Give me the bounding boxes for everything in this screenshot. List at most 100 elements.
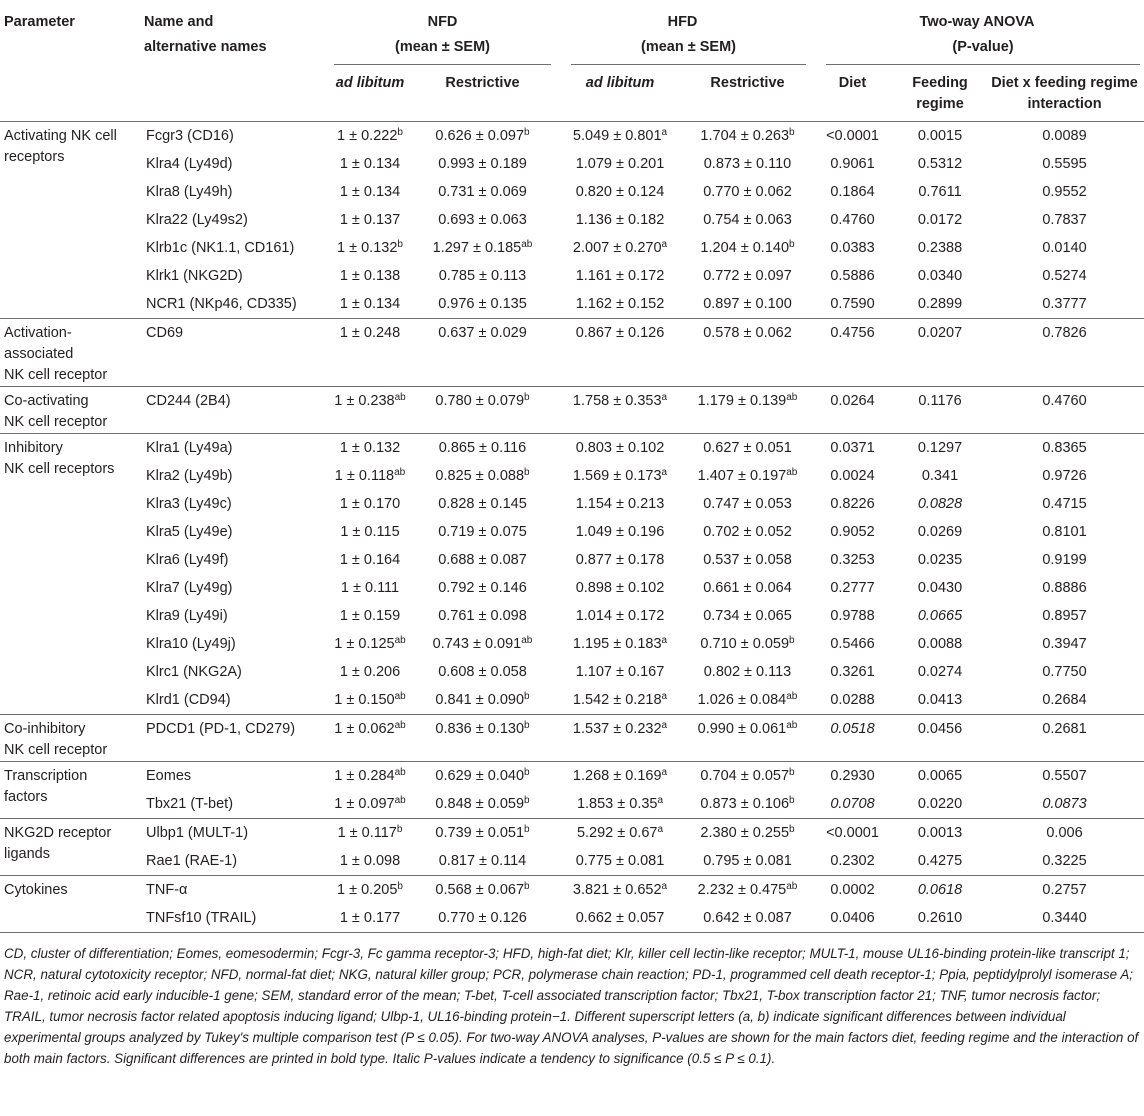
value-cell: 2.380 ± 0.255b: [685, 818, 810, 847]
value-cell: 0.3947: [985, 630, 1144, 658]
value-cell: 0.693 ± 0.063: [410, 206, 555, 234]
value-cell: 0.0340: [895, 262, 985, 290]
value-cell: 0.4275: [895, 847, 985, 876]
cell-value: 0.0274: [917, 664, 963, 680]
header-text: (mean ± SEM): [395, 39, 490, 55]
cell-value: 0.770 ± 0.062: [703, 184, 792, 200]
value-cell: 1.195 ± 0.183a: [555, 630, 685, 658]
header-text: Name and: [144, 14, 214, 30]
cell-value: 0.0665: [917, 608, 963, 624]
value-cell: 1.049 ± 0.196: [555, 518, 685, 546]
parameter-text: Co-inhibitory: [4, 721, 86, 737]
cell-value: 0.4760: [1042, 393, 1087, 409]
table-row: Activation-associated NK cell receptor CD6…: [0, 318, 1144, 387]
parameter-cell: Cytokines: [0, 875, 140, 932]
cell-value: 1.154 ± 0.213: [575, 496, 665, 512]
value-cell: 1.179 ± 0.139ab: [685, 386, 810, 434]
parameter-text: Cytokines: [4, 882, 68, 898]
cell-value: 0.2757: [1042, 882, 1087, 898]
cell-value: 0.0406: [830, 910, 875, 926]
value-cell: 0.0002: [810, 875, 895, 904]
header-cell: Feeding regime: [895, 65, 985, 122]
header-cell: [140, 65, 330, 122]
cell-value: 0.0065: [917, 768, 963, 784]
value-cell: 1 ± 0.134: [330, 290, 410, 319]
gene-name: Fcgr3 (CD16): [146, 128, 234, 144]
value-cell: 0.3777: [985, 290, 1144, 319]
cell-value: 0.4760: [830, 212, 875, 228]
cell-value: 0.0288: [830, 692, 875, 708]
superscript: ab: [394, 795, 406, 806]
cell-value: 0.820 ± 0.124: [575, 184, 665, 200]
value-cell: 0.661 ± 0.064: [685, 574, 810, 602]
cell-value: 0.5595: [1042, 156, 1087, 172]
value-cell: 1 ± 0.238ab: [330, 386, 410, 434]
header-text: ad libitum: [585, 75, 655, 91]
cell-value: 0.873 ± 0.110: [703, 156, 792, 172]
table-row: Cytokines TNF-α 1 ± 0.205b 0.568 ± 0.067b 3.…: [0, 875, 1144, 932]
value-cell: 0.8957: [985, 602, 1144, 630]
header-underline: (P-value): [826, 37, 1141, 65]
table-row: Klrd1 (CD94) 1 ± 0.150ab 0.841 ± 0.090b 1.5…: [0, 686, 1144, 715]
cell-value: 1 ± 0.132: [339, 440, 401, 456]
cell-value: 5.049 ± 0.801: [572, 128, 662, 144]
name-cell: Klra1 (Ly49a): [140, 433, 330, 462]
name-cell: Klra5 (Ly49e): [140, 518, 330, 546]
name-cell: Klra2 (Ly49b): [140, 462, 330, 490]
cell-value: 1 ± 0.284: [334, 768, 395, 784]
header-cell: Restrictive: [685, 65, 810, 122]
cell-value: 0.9061: [830, 156, 875, 172]
cell-value: 0.802 ± 0.113: [703, 664, 792, 680]
cell-value: 1.014 ± 0.172: [575, 608, 665, 624]
cell-value: 0.0518: [830, 721, 875, 737]
cell-value: 0.739 ± 0.051: [435, 825, 525, 841]
header-text: ad libitum: [335, 75, 405, 91]
value-cell: 1 ± 0.284ab: [330, 761, 410, 790]
value-cell: 0.568 ± 0.067b: [410, 875, 555, 904]
cell-value: 1 ± 0.222: [337, 128, 398, 144]
parameter-text: Activating NK cell: [4, 128, 117, 144]
parameter-cell: Activating NK cell receptors: [0, 121, 140, 319]
cell-value: 1 ± 0.098: [339, 853, 401, 869]
cell-value: 0.993 ± 0.189: [438, 156, 527, 172]
value-cell: 0.7837: [985, 206, 1144, 234]
footnote: CD, cluster of differentiation; Eomes, e…: [0, 932, 1144, 1069]
superscript: b: [524, 881, 530, 892]
gene-name: CD244 (2B4): [146, 393, 231, 409]
cell-value: 0.1176: [918, 393, 962, 409]
superscript: b: [524, 824, 530, 835]
cell-value: 1.107 ± 0.167: [575, 664, 665, 680]
value-cell: 1 ± 0.111: [330, 574, 410, 602]
cell-value: 0.629 ± 0.040: [435, 768, 525, 784]
value-cell: 0.0618: [895, 875, 985, 904]
value-cell: 0.865 ± 0.116: [410, 433, 555, 462]
value-cell: 0.0828: [895, 490, 985, 518]
superscript: a: [661, 127, 668, 138]
superscript: ab: [521, 239, 533, 250]
name-cell: Klrd1 (CD94): [140, 686, 330, 715]
value-cell: 1.161 ± 0.172: [555, 262, 685, 290]
value-cell: 1 ± 0.170: [330, 490, 410, 518]
value-cell: 0.7750: [985, 658, 1144, 686]
superscript: ab: [394, 720, 406, 731]
cell-value: 0.719 ± 0.075: [438, 524, 527, 540]
superscript: ab: [521, 635, 533, 646]
cell-value: 0.0015: [917, 128, 963, 144]
cell-value: 0.731 ± 0.069: [438, 184, 527, 200]
name-cell: NCR1 (NKp46, CD335): [140, 290, 330, 319]
cell-value: 0.9788: [830, 608, 875, 624]
value-cell: 0.848 ± 0.059b: [410, 790, 555, 819]
superscript: b: [397, 881, 403, 892]
superscript: b: [789, 795, 795, 806]
gene-name: TNF-α: [146, 882, 188, 898]
value-cell: 0.5886: [810, 262, 895, 290]
table-row: Transcription factors Eomes 1 ± 0.284ab 0.62…: [0, 761, 1144, 819]
cell-value: 1 ± 0.125: [334, 636, 395, 652]
value-cell: 1 ± 0.132: [330, 433, 410, 462]
header-text: Restrictive: [710, 75, 785, 91]
value-cell: 0.642 ± 0.087: [685, 904, 810, 932]
table-row: Klra9 (Ly49i) 1 ± 0.159 0.761 ± 0.098 1.014…: [0, 602, 1144, 630]
value-cell: 1 ± 0.159: [330, 602, 410, 630]
cell-value: 1 ± 0.238: [334, 393, 395, 409]
header-text: (P-value): [952, 39, 1014, 55]
